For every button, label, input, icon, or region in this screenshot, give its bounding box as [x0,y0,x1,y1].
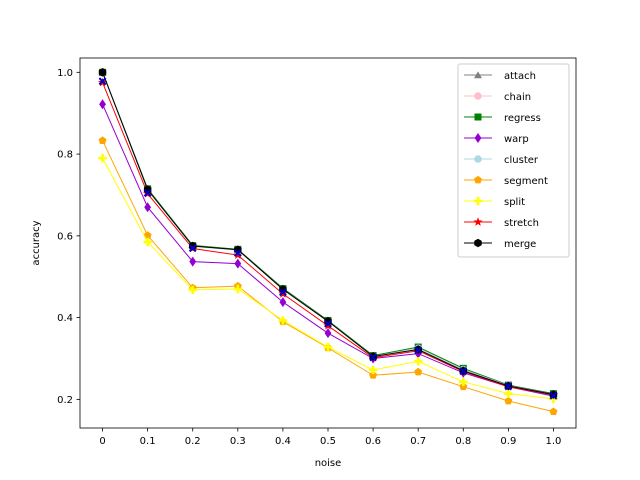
x-tick-label: 0 [99,436,105,447]
legend-marker-cluster [474,155,482,163]
legend-item-stretch: stretch [464,217,539,229]
data-point-extra [143,189,152,197]
data-point-split [323,342,333,352]
data-point-segment [369,371,378,379]
y-tick-label: 0.2 [57,395,73,406]
y-tick-label: 0.8 [57,150,73,161]
data-point-segment [143,231,152,239]
data-point-split [413,357,423,366]
data-point-extra [188,244,197,253]
x-tick-label: 0.1 [140,436,156,447]
legend-box [457,63,570,258]
plot-series [97,68,559,416]
series-split [98,153,558,404]
legend-label-merge: merge [504,239,536,250]
data-point-extra [459,367,468,376]
data-point-extra [324,319,332,328]
data-point-extra [504,382,513,391]
legend: attach chain regress warp cluster segment spli… [457,63,570,258]
data-point-extra [98,77,107,86]
x-tick-label: 0.2 [185,436,201,447]
data-point-warp [324,328,332,339]
data-point-segment [459,382,468,391]
data-point-extra [279,288,287,297]
legend-label-split: split [504,197,525,208]
data-point-split [188,285,197,295]
legend-label-segment: segment [504,176,548,187]
y-tick-label: 0.6 [57,231,73,242]
x-tick-label: 0.8 [455,436,471,447]
data-point-split [549,394,558,404]
data-point-warp [279,297,287,308]
legend-label-chain: chain [504,92,531,103]
legend-label-warp: warp [504,134,529,145]
legend-item-regress: regress [464,113,541,124]
x-tick-label: 0.4 [275,436,291,447]
x-axis-label: noise [315,458,342,469]
legend-marker-split [473,196,483,206]
legend-label-regress: regress [504,113,541,124]
data-point-merge [189,241,197,251]
data-point-warp [99,99,106,110]
data-point-split [368,365,378,375]
data-point-split [459,377,468,387]
data-point-segment [414,367,423,376]
x-axis: 0 0.1 0.2 0.3 0.4 0.5 0.6 0.7 0.8 0.9 1.0 [99,428,561,447]
x-tick-label: 1.0 [546,436,562,447]
legend-item-warp: warp [464,133,529,145]
x-tick-label: 0.9 [500,436,516,447]
data-point-extra [369,353,377,362]
data-point-segment [549,407,558,416]
legend-item-attach: attach [464,71,536,82]
data-point-extra [549,391,558,400]
data-point-extra [233,249,242,257]
data-point-split [504,389,513,398]
y-axis-label: accuracy [31,220,42,265]
data-point-extra [414,346,423,355]
legend-item-split: split [464,196,525,208]
data-point-split [278,316,288,325]
legend-item-cluster: cluster [464,155,539,166]
data-point-warp [144,202,152,213]
data-point-warp [189,256,197,267]
data-point-warp [234,258,242,269]
data-point-segment [98,136,107,144]
legend-marker-stretch [473,217,483,226]
legend-marker-segment [474,175,482,184]
data-point-merge [324,316,332,326]
data-point-merge [98,68,107,77]
legend-label-attach: attach [504,71,536,82]
legend-marker-chain [474,92,482,100]
x-tick-label: 0.7 [410,436,426,447]
legend-marker-warp [474,133,482,143]
data-point-segment [504,396,513,405]
data-point-split [98,153,107,163]
extra-markers [98,77,558,400]
y-axis: 0.2 0.4 0.6 0.8 1.0 [57,68,80,406]
legend-item-segment: segment [464,175,548,187]
x-tick-label: 0.6 [365,436,381,447]
y-tick-label: 0.4 [57,313,73,324]
data-point-split [143,237,152,247]
data-point-stretch [233,250,243,259]
legend-label-stretch: stretch [504,218,539,229]
legend-item-merge: merge [464,238,536,250]
data-point-split [233,284,243,294]
legend-marker-merge [474,238,482,248]
legend-label-cluster: cluster [504,155,539,166]
x-tick-label: 0.3 [230,436,246,447]
legend-marker-regress [474,113,482,121]
y-tick-label: 1.0 [57,68,73,79]
legend-marker-attach [474,71,482,79]
legend-item-chain: chain [464,92,531,103]
x-tick-label: 0.5 [320,436,336,447]
